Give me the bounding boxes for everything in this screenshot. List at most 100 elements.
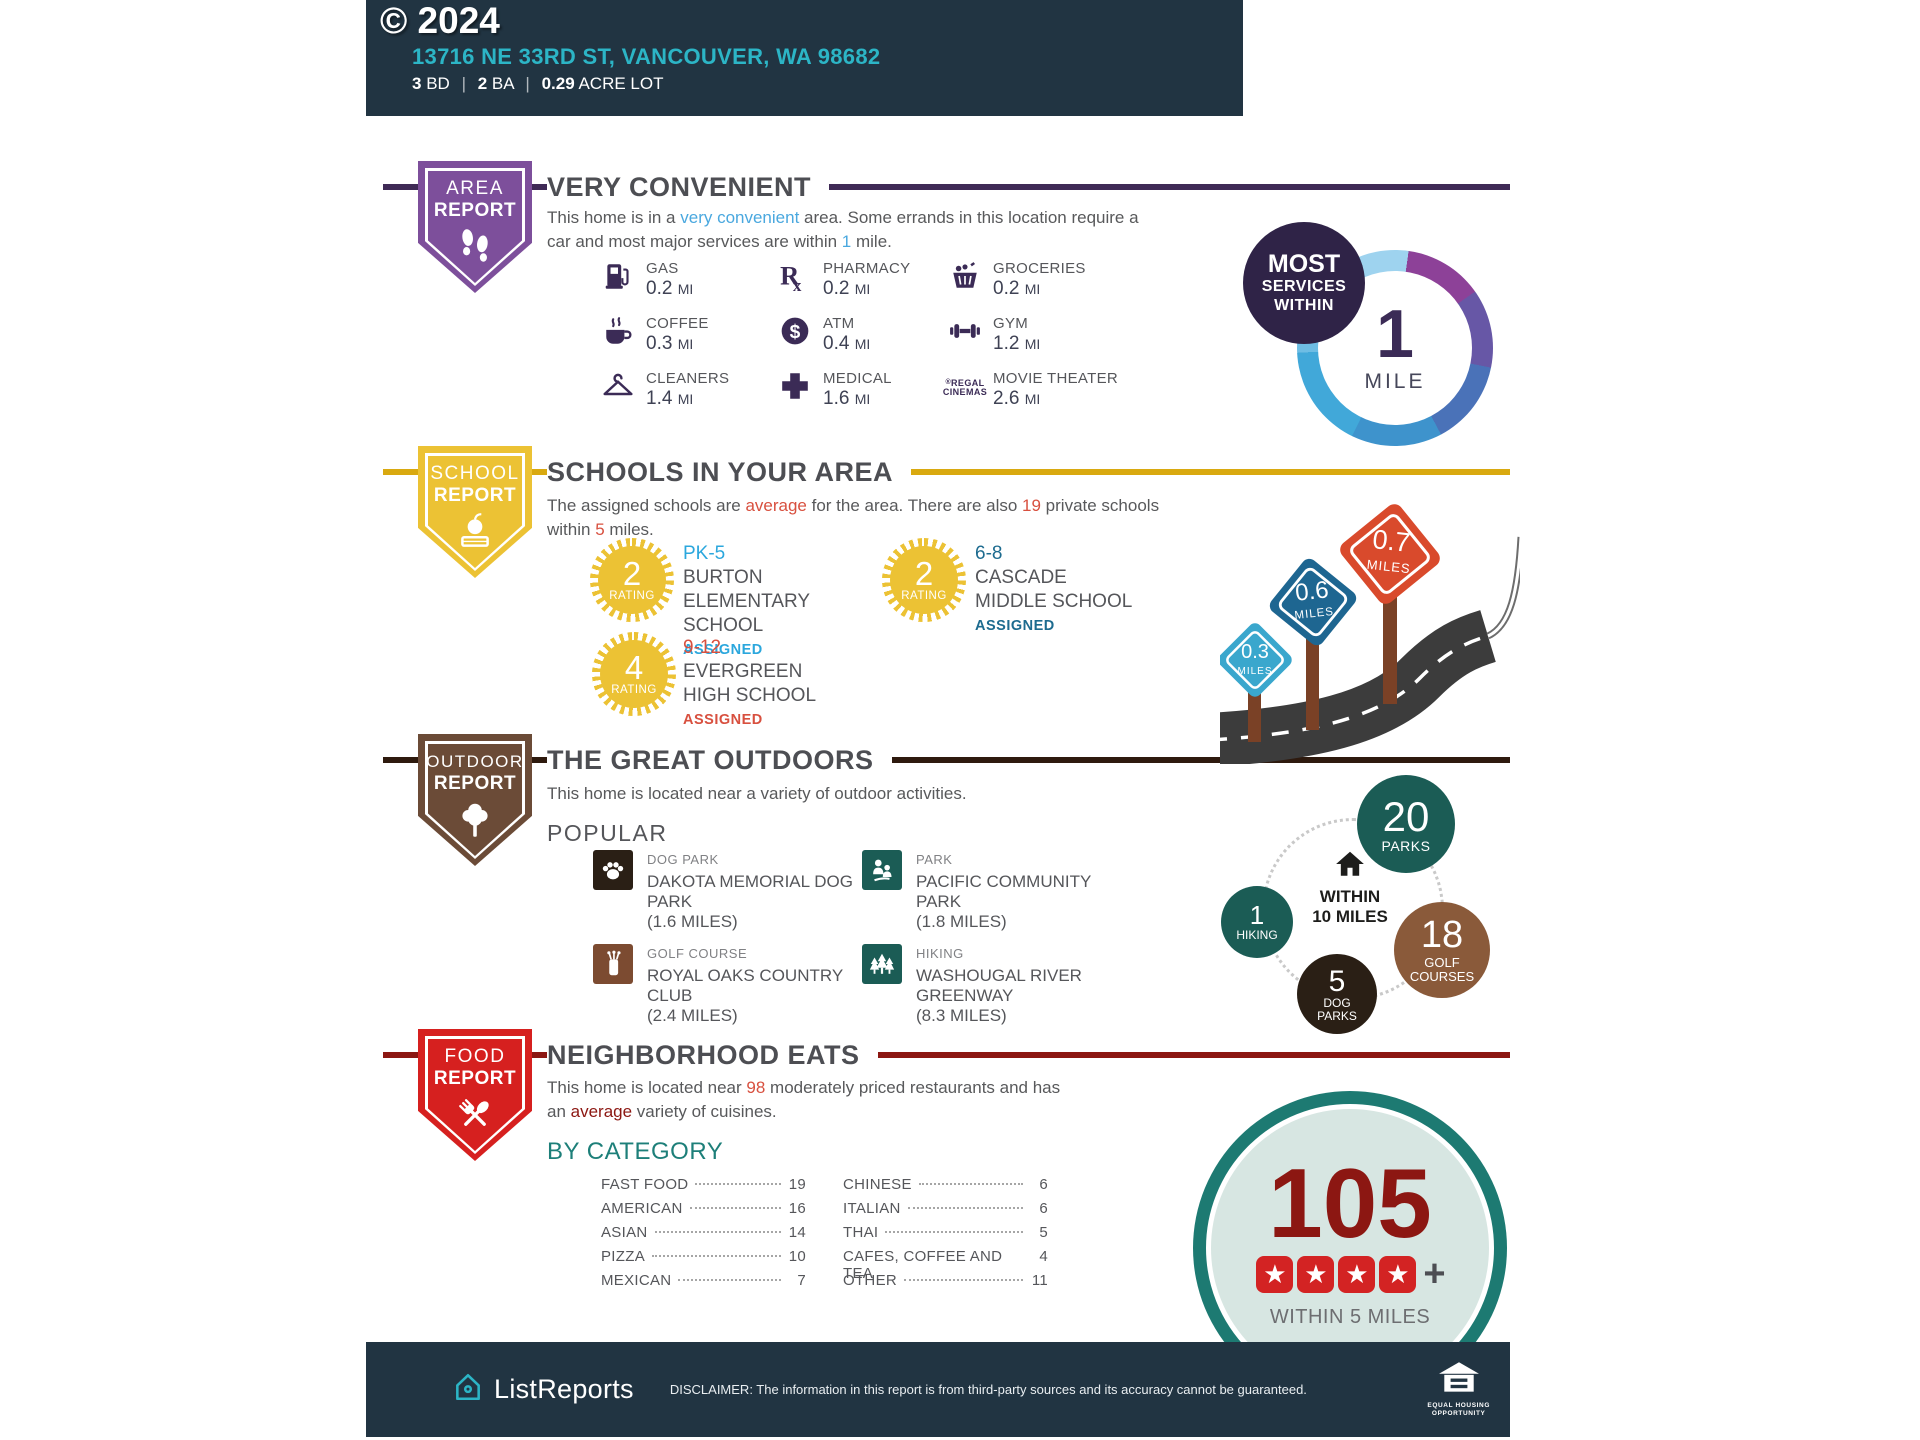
outdoors-description: This home is located near a variety of o… bbox=[547, 784, 967, 803]
service-coffee: COFFEE 0.3 MI bbox=[600, 315, 709, 355]
star-rating: ★ ★ ★ ★ + bbox=[1254, 1253, 1446, 1296]
schools-section-title: SCHOOLS IN YOUR AREA bbox=[547, 454, 912, 491]
category-row: AMERICAN 16 bbox=[601, 1200, 806, 1217]
school-distance-road-graphic: 0.3 MILES 0.6 MILES 0.7 MILES bbox=[1220, 504, 1520, 764]
hiking-icon bbox=[862, 944, 902, 984]
listreports-house-icon bbox=[452, 1371, 484, 1408]
food-description: This home is located near 98 moderately … bbox=[547, 1078, 1061, 1121]
food-report-badge: FOOD REPORT bbox=[418, 1029, 532, 1161]
svg-text:MILES: MILES bbox=[1366, 557, 1411, 577]
svg-text:x: x bbox=[793, 276, 802, 292]
category-row: CHINESE 6 bbox=[843, 1176, 1048, 1193]
dotted-leader bbox=[904, 1279, 1023, 1281]
stat-bubble-parks: 20 PARKS bbox=[1357, 775, 1455, 873]
badge-label: AREA bbox=[446, 178, 504, 199]
dotted-leader bbox=[885, 1231, 1023, 1233]
sign-post bbox=[1306, 634, 1319, 730]
category-row: OTHER 11 bbox=[843, 1272, 1048, 1289]
dotted-leader bbox=[695, 1183, 781, 1185]
popular-heading: POPULAR bbox=[547, 820, 668, 846]
distance-sign-03: 0.3 MILES bbox=[1220, 623, 1292, 697]
golf-icon bbox=[593, 944, 633, 984]
dotted-leader bbox=[654, 1231, 781, 1233]
listreports-logo: ListReports bbox=[452, 1371, 634, 1408]
outdoors-section-rule bbox=[383, 757, 1510, 763]
outdoor-item-park: PARK PACIFIC COMMUNITY PARK (1.8 MILES) bbox=[862, 850, 1122, 932]
category-row: MEXICAN 7 bbox=[601, 1272, 806, 1289]
service-gym: GYM 1.2 MI bbox=[947, 315, 1040, 355]
svg-text:0.6: 0.6 bbox=[1294, 576, 1330, 606]
svg-text:MILES: MILES bbox=[1237, 666, 1272, 677]
food-section-rule bbox=[383, 1052, 1510, 1058]
equal-housing-icon bbox=[1438, 1362, 1479, 1392]
area-description: This home is in a very convenient area. … bbox=[547, 208, 1139, 251]
svg-text:0.7: 0.7 bbox=[1371, 524, 1411, 558]
ring-value: 1 bbox=[1376, 296, 1414, 372]
dotted-leader bbox=[907, 1207, 1023, 1209]
coffee-icon bbox=[600, 315, 636, 349]
category-list-col2: CHINESE 6 ITALIAN 6 THAI 5 CAFES, COFFEE AN… bbox=[843, 1176, 1048, 1296]
atm-icon: $ bbox=[777, 315, 813, 349]
service-atm: $ ATM 0.4 MI bbox=[777, 315, 870, 355]
stat-bubble-golf-courses: 18 GOLF COURSES bbox=[1394, 902, 1490, 998]
category-row: FAST FOOD 19 bbox=[601, 1176, 806, 1193]
outdoor-report-badge: OUTDOOR REPORT bbox=[418, 734, 532, 866]
badge-label-bold: REPORT bbox=[433, 773, 517, 794]
school-report-badge: SCHOOL REPORT bbox=[418, 446, 532, 578]
food-section-title: NEIGHBORHOOD EATS bbox=[547, 1037, 878, 1074]
paw-icon bbox=[593, 850, 633, 890]
dotted-leader bbox=[918, 1183, 1023, 1185]
groceries-icon bbox=[947, 260, 983, 294]
school-card-middle: 6-8 CASCADE MIDDLE SCHOOL ASSIGNED bbox=[975, 542, 1135, 638]
rating-badge-middle: 2 RATING bbox=[882, 538, 966, 622]
separator: | bbox=[461, 74, 466, 93]
service-groceries: GROCERIES 0.2 MI bbox=[947, 260, 1086, 300]
equal-housing-logo: EQUAL HOUSING OPPORTUNITY bbox=[1427, 1361, 1490, 1418]
dotted-leader bbox=[678, 1279, 781, 1281]
property-facts: 3 BD | 2 BA | 0.29 ACRE LOT bbox=[412, 74, 663, 94]
star-icon: ★ bbox=[1256, 1256, 1294, 1293]
svg-text:R: R bbox=[780, 261, 800, 291]
badge-label-bold: REPORT bbox=[433, 200, 517, 221]
school-card-high: 9-12 EVERGREEN HIGH SCHOOL ASSIGNED bbox=[683, 636, 843, 732]
school-status: ASSIGNED bbox=[683, 642, 763, 658]
svg-text:0.3: 0.3 bbox=[1241, 641, 1269, 663]
lot-label: ACRE LOT bbox=[578, 74, 664, 93]
plus-sign: + bbox=[1423, 1253, 1446, 1295]
service-cleaners: CLEANERS 1.4 MI bbox=[600, 370, 729, 410]
stat-bubble-hiking: 1 HIKING bbox=[1221, 886, 1293, 958]
rating-badge-elementary: 2 RATING bbox=[590, 538, 674, 622]
rating-badge-high: 4 RATING bbox=[592, 632, 676, 716]
category-list-col1: FAST FOOD 19 AMERICAN 16 ASIAN 14 PIZZA 10 M… bbox=[601, 1176, 806, 1296]
walkability-highlight: very convenient bbox=[680, 208, 800, 227]
school-grades: 9-12 bbox=[683, 637, 722, 658]
badge-label-bold: REPORT bbox=[433, 485, 517, 506]
category-row: ASIAN 14 bbox=[601, 1224, 806, 1241]
separator: | bbox=[525, 74, 530, 93]
badge-label: OUTDOOR bbox=[426, 752, 524, 771]
restaurant-count: 105 bbox=[1268, 1148, 1432, 1258]
category-row: CAFES, COFFEE AND TEA 4 bbox=[843, 1248, 1048, 1282]
dotted-leader bbox=[689, 1207, 781, 1209]
category-row: PIZZA 10 bbox=[601, 1248, 806, 1265]
school-card-elementary: PK-5 BURTON ELEMENTARY SCHOOL ASSIGNED bbox=[683, 542, 883, 662]
dotted-leader bbox=[652, 1255, 781, 1257]
category-row: THAI 5 bbox=[843, 1224, 1048, 1241]
outdoor-item-golf: GOLF COURSE ROYAL OAKS COUNTRY CLUB (2.4… bbox=[593, 944, 861, 1026]
gas-icon bbox=[600, 260, 636, 294]
service-movie-theater: ®REGAL CINEMAS MOVIE THEATER 2.6 MI bbox=[942, 370, 1119, 409]
service-gas: GAS 0.2 MI bbox=[600, 260, 693, 300]
school-name: EVERGREEN HIGH SCHOOL bbox=[683, 661, 817, 706]
park-icon bbox=[862, 850, 902, 890]
schools-description: The assigned schools are average for the… bbox=[547, 496, 1160, 539]
distance-sign-07: 0.7 MILES bbox=[1340, 504, 1440, 604]
restaurant-radius-caption: WITHIN 5 MILES bbox=[1269, 1306, 1431, 1328]
outdoors-section-title: THE GREAT OUTDOORS bbox=[547, 742, 892, 779]
outdoor-stats-center: WITHIN 10 MILES bbox=[1295, 848, 1405, 927]
sign-post bbox=[1383, 588, 1397, 704]
ring-unit: MILE bbox=[1364, 370, 1426, 393]
movie-theater-icon: ®REGAL CINEMAS bbox=[942, 378, 988, 397]
brand-name: ListReports bbox=[494, 1374, 634, 1404]
header: © 2024 13716 NE 33RD ST, VANCOUVER, WA 9… bbox=[366, 0, 1243, 116]
star-icon: ★ bbox=[1379, 1256, 1417, 1293]
